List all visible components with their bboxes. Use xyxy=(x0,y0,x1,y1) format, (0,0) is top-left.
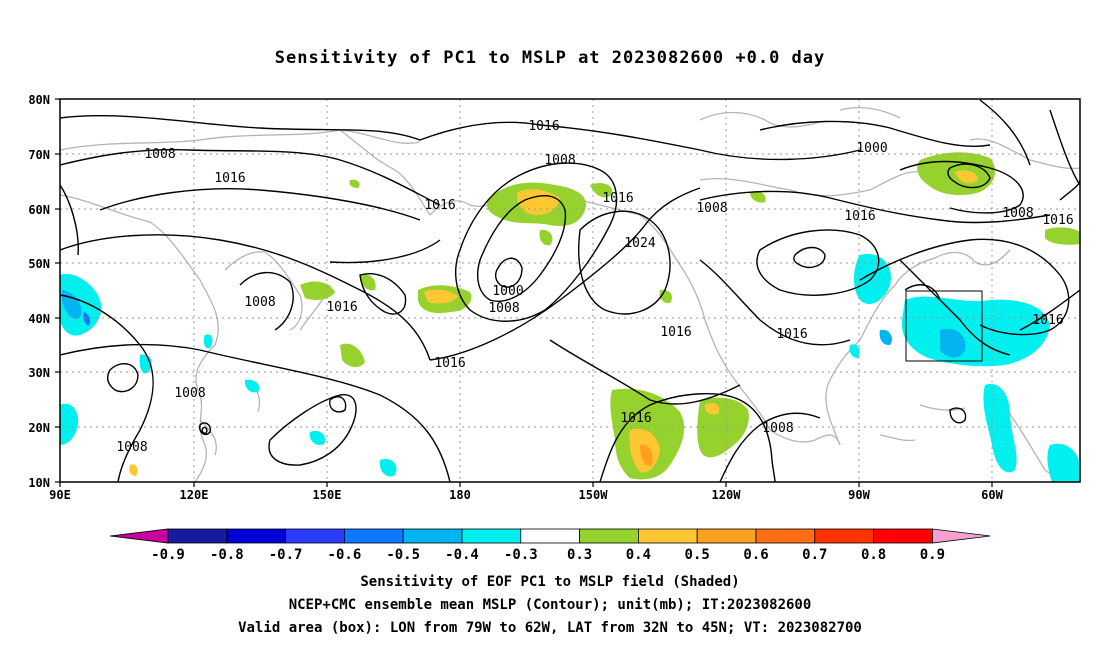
colorbar-swatch xyxy=(343,528,404,544)
colorbar-swatch xyxy=(873,528,933,544)
colorbar-swatch xyxy=(814,528,874,544)
contour-label: 1024 xyxy=(624,236,655,251)
lat-tick-label: 30N xyxy=(28,366,50,380)
lat-tick-label: 60N xyxy=(28,203,50,217)
colorbar: -0.9 -0.8 -0.7 -0.6 -0.5 -0.4 -0.3 0.3 0.4 0.5 0.6… xyxy=(109,528,991,563)
lat-tick-label: 70N xyxy=(28,148,50,162)
lat-tick-label: 80N xyxy=(28,93,50,107)
colorbar-swatch xyxy=(167,528,228,544)
coastlines xyxy=(60,107,1080,482)
colorbar-swatch xyxy=(579,528,639,544)
contour-label: 1016 xyxy=(602,191,633,206)
map-frame xyxy=(59,98,1081,483)
colorbar-swatch xyxy=(696,528,757,544)
lon-tick-label: 120E xyxy=(180,488,209,502)
caption-line-3: Valid area (box): LON from 79W to 62W, L… xyxy=(238,620,862,636)
colorbar-label: -0.6 xyxy=(328,547,362,563)
contour-labels: 1016 1008 1016 1016 1008 1008 1000 1016 … xyxy=(116,119,1073,455)
contour-label: 1008 xyxy=(116,440,147,455)
contour-label: 1000 xyxy=(856,141,887,156)
lon-ticks xyxy=(59,482,993,487)
contour-label: 1016 xyxy=(776,327,807,342)
colorbar-label: 0.9 xyxy=(920,547,945,563)
colorbar-label: -0.3 xyxy=(504,547,538,563)
lat-tick-label: 10N xyxy=(28,476,50,490)
colorbar-swatch xyxy=(638,528,698,544)
colorbar-label: 0.8 xyxy=(861,547,886,563)
caption-line-2: NCEP+CMC ensemble mean MSLP (Contour); u… xyxy=(288,597,812,613)
valid-area-box xyxy=(905,290,983,362)
lon-tick-label: 120W xyxy=(712,488,742,502)
contour-label: 1008 xyxy=(1002,206,1033,221)
contour-label: 1016 xyxy=(326,300,357,315)
contour-label: 1008 xyxy=(762,421,793,436)
colorbar-label: -0.9 xyxy=(151,547,185,563)
contour-label: 1016 xyxy=(214,171,245,186)
colorbar-swatch xyxy=(226,528,287,544)
colorbar-end-high xyxy=(932,528,991,544)
lat-tick-labels: 80N 70N 60N 50N 40N 30N 20N 10N xyxy=(28,93,50,490)
colorbar-label: 0.6 xyxy=(743,547,768,563)
lat-tick-label: 50N xyxy=(28,257,50,271)
contour-label: 1016 xyxy=(528,119,559,134)
colorbar-swatch xyxy=(755,528,816,544)
sensitivity-shading xyxy=(60,152,1080,482)
colorbar-label: -0.8 xyxy=(210,547,244,563)
lon-tick-label: 90W xyxy=(848,488,870,502)
lon-tick-label: 180 xyxy=(449,488,471,502)
colorbar-label: 0.3 xyxy=(567,547,592,563)
lon-tick-label: 150W xyxy=(579,488,609,502)
colorbar-swatch xyxy=(461,528,522,544)
contour-label: 1016 xyxy=(1042,213,1073,228)
contour-label: 1008 xyxy=(244,295,275,310)
colorbar-label: 0.5 xyxy=(685,547,710,563)
lon-tick-label: 90E xyxy=(49,488,71,502)
colorbar-swatch xyxy=(285,528,345,544)
contour-label: 1016 xyxy=(620,411,651,426)
lat-ticks xyxy=(55,98,60,483)
contour-label: 1000 xyxy=(492,284,523,299)
contour-label: 1008 xyxy=(544,153,575,168)
colorbar-label: -0.4 xyxy=(445,547,479,563)
map-title: Sensitivity of PC1 to MSLP at 2023082600… xyxy=(274,48,826,68)
colorbar-label: -0.5 xyxy=(386,547,420,563)
graticule xyxy=(60,99,1080,482)
lat-tick-label: 40N xyxy=(28,312,50,326)
colorbar-end-low xyxy=(109,528,169,544)
colorbar-swatch xyxy=(402,528,463,544)
contour-label: 1016 xyxy=(1032,313,1063,328)
colorbar-label: -0.7 xyxy=(269,547,303,563)
colorbar-label: 0.7 xyxy=(802,547,827,563)
lon-tick-labels: 90E 120E 150E 180 150W 120W 90W 60W xyxy=(49,488,1003,502)
contour-label: 1016 xyxy=(844,209,875,224)
caption-line-1: Sensitivity of EOF PC1 to MSLP field (Sh… xyxy=(360,574,740,590)
colorbar-label: 0.4 xyxy=(626,547,651,563)
contour-label: 1008 xyxy=(144,147,175,162)
lon-tick-label: 150E xyxy=(313,488,342,502)
lat-tick-label: 20N xyxy=(28,421,50,435)
mslp-contours xyxy=(60,99,1080,482)
contour-label: 1008 xyxy=(174,386,205,401)
contour-label: 1016 xyxy=(424,198,455,213)
contour-label: 1016 xyxy=(660,325,691,340)
contour-label: 1008 xyxy=(488,301,519,316)
lon-tick-label: 60W xyxy=(981,488,1003,502)
contour-label: 1008 xyxy=(696,201,727,216)
colorbar-swatch xyxy=(520,528,580,544)
contour-label: 1016 xyxy=(434,356,465,371)
